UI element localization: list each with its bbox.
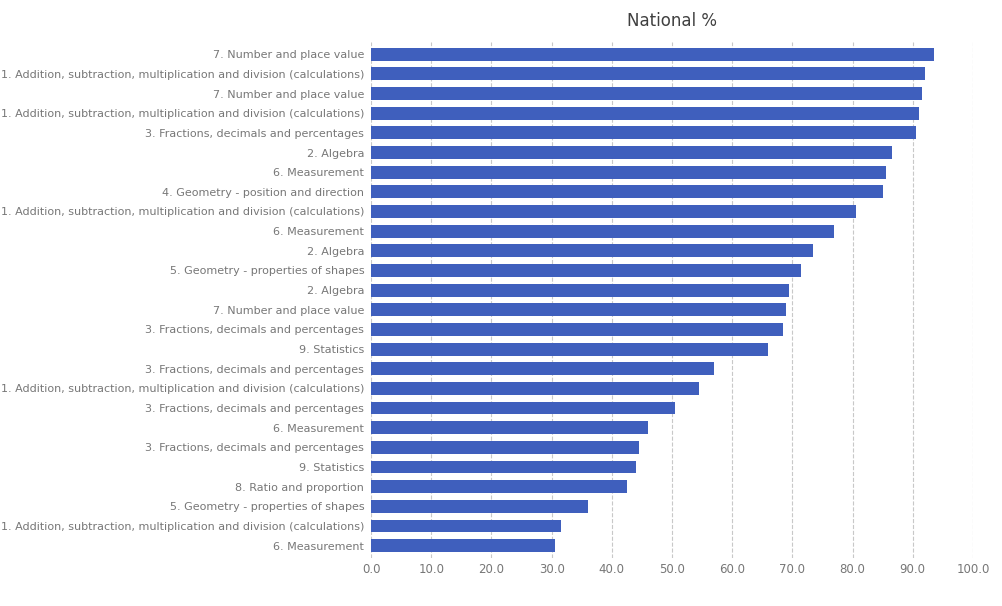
Bar [371, 461, 635, 473]
Bar [371, 500, 587, 513]
Bar [371, 304, 786, 316]
Bar [371, 323, 783, 336]
Bar [371, 185, 882, 198]
Bar [371, 244, 813, 257]
Bar [371, 146, 891, 159]
Bar [371, 481, 626, 493]
Bar [371, 441, 638, 454]
Bar [371, 48, 933, 61]
Bar [371, 343, 768, 356]
Bar [371, 362, 713, 375]
Bar [371, 284, 789, 296]
Bar [371, 205, 855, 218]
Bar [371, 421, 647, 434]
Bar [371, 67, 924, 80]
Bar [371, 225, 834, 238]
Bar [371, 107, 918, 119]
Bar [371, 539, 554, 552]
Bar [371, 382, 698, 395]
Bar [371, 264, 801, 277]
Bar [371, 127, 915, 139]
Bar [371, 166, 885, 179]
Bar [371, 520, 560, 533]
Bar [371, 402, 674, 415]
Title: National %: National % [626, 12, 716, 30]
Bar [371, 87, 921, 100]
